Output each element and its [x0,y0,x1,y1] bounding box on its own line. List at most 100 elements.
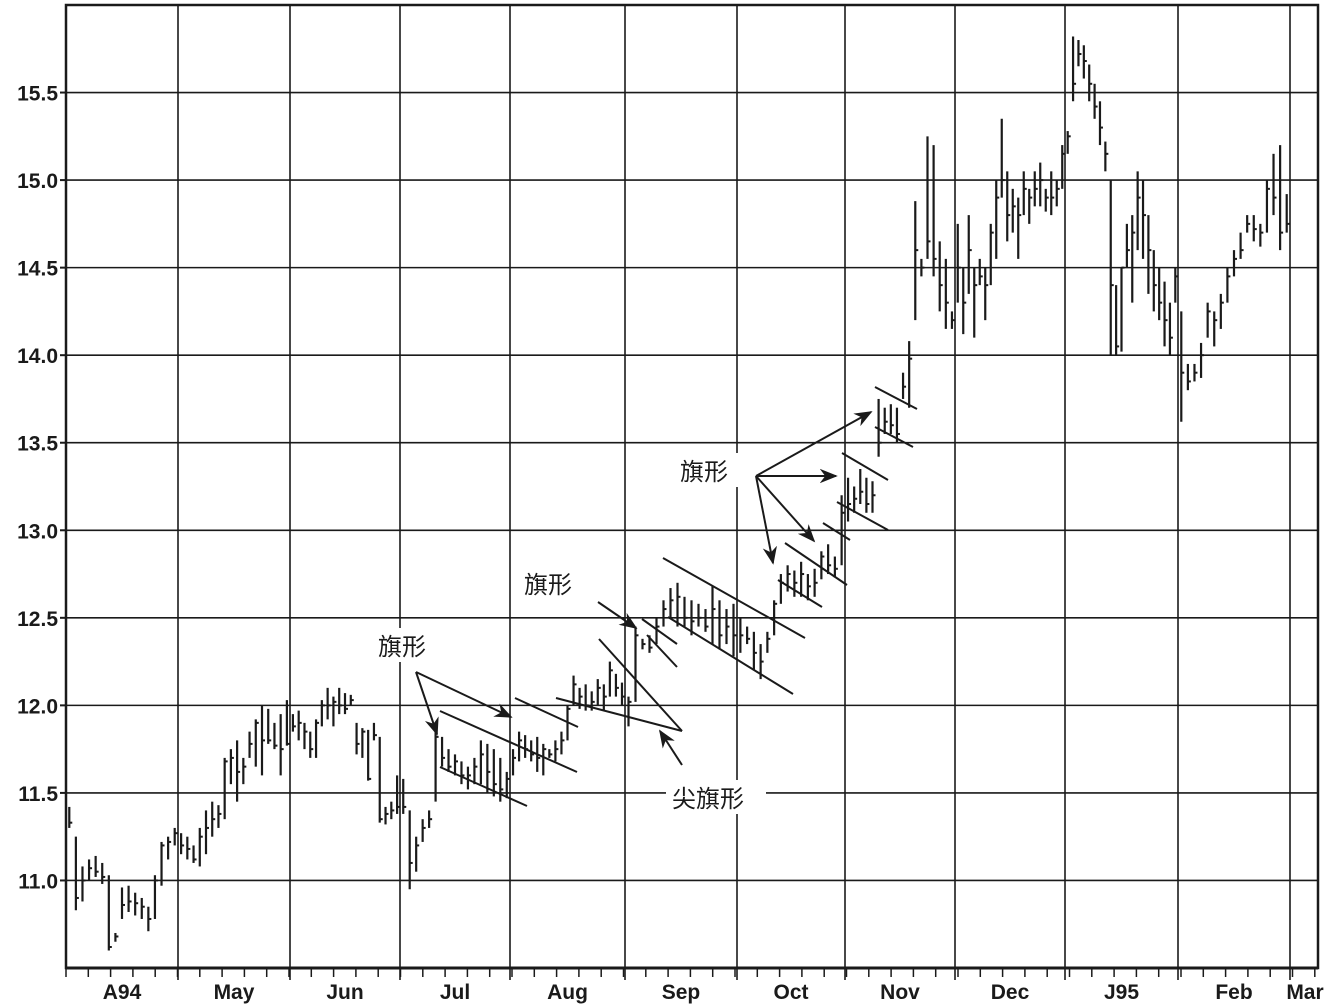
price-bar [440,736,446,767]
price-bar [1213,311,1218,347]
price-bar [223,757,228,820]
price-bar [634,626,639,702]
price-bar [554,740,559,762]
flag-oct-lower-line [777,579,823,608]
price-bar [1147,215,1152,294]
price-bar [806,574,811,601]
price-bar [1136,171,1141,251]
price-bar [1088,64,1093,102]
price-bar [995,180,1000,259]
price-bar [260,705,265,776]
arrow-icon [415,671,513,718]
price-bar [1050,171,1055,216]
price-bar [690,600,695,636]
price-bar [608,661,613,697]
price-bar [1044,188,1049,212]
flag-nov2-lower-line [874,426,914,448]
price-bar [895,407,900,443]
axes: 11.0 11.5 12.0 12.5 13.0 13.5 14.0 14.5 15.0 15.5… [17,83,1324,1004]
price-bar [505,771,510,799]
price-bar [833,556,838,578]
flag-aug-upper-line [514,697,579,728]
price-bar [447,749,452,772]
price-bar [1028,188,1033,224]
y-tick-label: 11.0 [18,870,58,893]
price-bar [548,749,553,758]
price-bar [434,731,439,802]
price-bar [978,258,983,286]
price-bar [415,836,420,872]
price-bar [956,223,961,303]
price-bar [524,735,529,758]
price-bar [361,728,366,758]
price-bar [492,749,497,797]
flag-nov2-upper-line [874,386,918,410]
price-bar [1006,171,1011,242]
price-bar [773,600,778,636]
flag-label-oct: 旗形 [680,458,728,486]
price-bar [560,731,565,755]
flag-nov1-upper-line [841,452,889,481]
price-bar [1158,267,1163,321]
y-tick-label: 12.5 [17,608,58,631]
price-bar [641,638,646,650]
price-bar [511,749,517,776]
price-bar [840,495,845,566]
price-bar [1252,215,1257,242]
price-bar [1199,342,1205,378]
price-bar [1265,180,1270,233]
price-bar [766,631,771,653]
grid [64,3,1320,980]
price-bar [211,801,216,837]
flag-jul-upper-line [439,710,578,773]
price-bar [746,626,751,645]
price-bar [309,731,314,758]
price-bar [627,696,632,727]
arrow-icon [659,729,683,766]
annotation-arrows [415,411,873,766]
price-bar [1098,101,1103,146]
flag-label-aug: 旗形 [524,571,572,599]
price-bar [786,565,791,592]
price-bar [140,897,145,919]
annotation-lines [439,386,918,807]
x-tick-label: J95 [1104,981,1139,1004]
y-tick-label: 14.0 [17,345,58,368]
price-bar [192,845,197,863]
price-bar [662,600,667,627]
price-bar [229,749,234,785]
price-bar [926,136,931,259]
price-bar [920,258,925,277]
price-bar [198,827,203,867]
price-bar [186,836,191,860]
price-bar [147,906,152,932]
price-bar [127,885,132,912]
price-bar [349,694,354,706]
price-bar [871,481,876,513]
price-bar [732,603,737,657]
price-bar [827,544,832,575]
price-bar [1174,267,1179,303]
price-bar [865,477,870,513]
price-bar [486,743,491,793]
price-bar [1246,215,1251,233]
price-bar [248,731,253,758]
y-tick-label: 13.0 [17,520,58,543]
price-bar [1226,267,1231,303]
price-bar [81,866,86,902]
price-bar [1279,145,1284,251]
arrow-icon [755,475,816,543]
price-bar [173,827,178,846]
price-bar [1206,302,1211,338]
price-bar [914,201,919,321]
price-bar [114,932,119,942]
pennant-lower-line [555,697,683,732]
y-tick-label: 15.0 [17,170,58,193]
price-bar [1055,180,1060,207]
x-tick-label: Dec [991,981,1030,1004]
price-bar [1017,197,1022,259]
price-bar [1131,215,1136,303]
price-bar [572,675,577,706]
price-bar [1186,363,1191,391]
